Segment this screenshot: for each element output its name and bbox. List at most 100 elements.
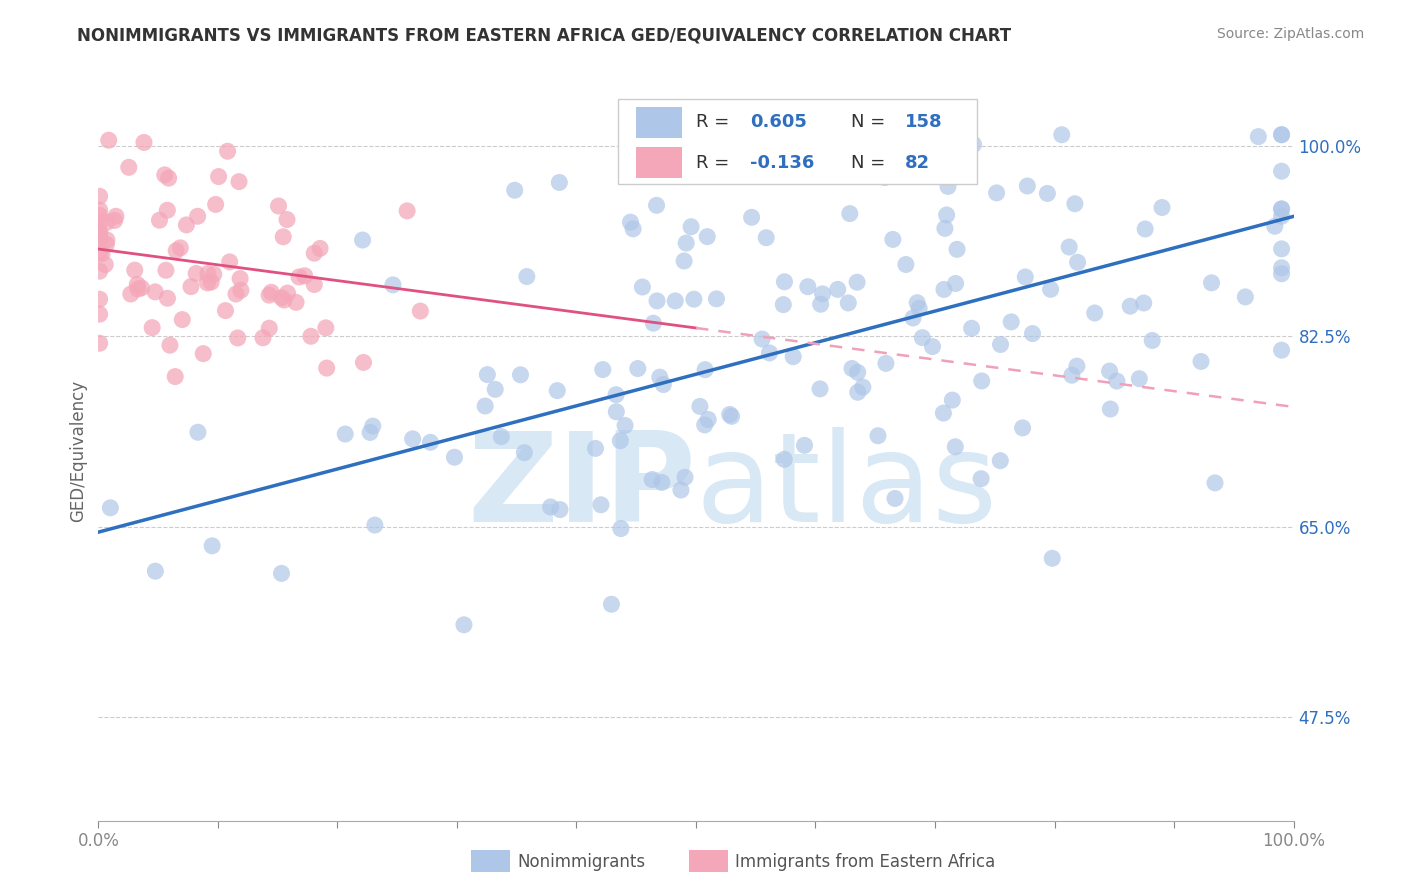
Point	[89, 264, 111, 278]
Point	[755, 230, 778, 244]
Point	[484, 382, 506, 396]
Point	[873, 170, 896, 185]
Point	[988, 453, 1011, 467]
Point	[89, 246, 111, 260]
Text: R =: R =	[696, 153, 735, 171]
Point	[257, 288, 280, 302]
Point	[614, 418, 637, 433]
FancyBboxPatch shape	[637, 107, 682, 137]
Text: Source: ZipAtlas.com: Source: ZipAtlas.com	[1216, 27, 1364, 41]
Point	[901, 310, 924, 325]
Point	[97, 133, 120, 147]
Point	[758, 346, 780, 360]
Point	[260, 285, 283, 300]
Point	[1264, 219, 1286, 234]
Point	[202, 267, 225, 281]
Point	[875, 356, 897, 370]
Point	[941, 393, 963, 408]
Point	[1039, 282, 1062, 296]
Point	[664, 293, 686, 308]
Point	[516, 269, 538, 284]
Point	[943, 440, 966, 454]
Point	[96, 237, 118, 252]
Point	[259, 321, 281, 335]
Text: N =: N =	[852, 153, 891, 171]
Point	[548, 176, 571, 190]
Point	[838, 206, 860, 220]
Point	[782, 350, 804, 364]
Point	[837, 296, 859, 310]
Point	[96, 233, 118, 247]
Point	[1063, 196, 1085, 211]
Point	[772, 298, 794, 312]
Point	[605, 405, 627, 419]
Point	[270, 291, 292, 305]
Point	[214, 303, 236, 318]
Point	[156, 203, 179, 218]
Point	[1036, 186, 1059, 201]
Point	[935, 208, 957, 222]
Point	[894, 258, 917, 272]
Text: NONIMMIGRANTS VS IMMIGRANTS FROM EASTERN AFRICA GED/EQUIVALENCY CORRELATION CHAR: NONIMMIGRANTS VS IMMIGRANTS FROM EASTERN…	[77, 27, 1011, 45]
Point	[720, 409, 742, 424]
Point	[1014, 270, 1036, 285]
Point	[675, 235, 697, 250]
Point	[1132, 296, 1154, 310]
Point	[600, 597, 623, 611]
Point	[1057, 240, 1080, 254]
Point	[91, 246, 114, 260]
Point	[217, 145, 239, 159]
Point	[718, 408, 741, 422]
Point	[846, 155, 869, 169]
Point	[172, 312, 194, 326]
Point	[986, 186, 1008, 200]
Point	[1066, 255, 1088, 269]
Point	[225, 287, 247, 301]
Point	[962, 137, 984, 152]
Point	[96, 215, 118, 229]
Text: ZIP: ZIP	[467, 427, 696, 548]
Point	[1133, 222, 1156, 236]
Point	[193, 346, 215, 360]
Point	[934, 221, 956, 235]
Point	[276, 212, 298, 227]
Point	[905, 295, 928, 310]
Point	[335, 427, 357, 442]
Point	[681, 219, 703, 234]
Point	[204, 197, 226, 211]
Text: Immigrants from Eastern Africa: Immigrants from Eastern Africa	[735, 853, 995, 871]
Point	[627, 361, 650, 376]
Point	[540, 500, 562, 514]
Point	[811, 286, 834, 301]
Point	[938, 128, 960, 142]
Point	[288, 270, 311, 285]
Point	[1011, 421, 1033, 435]
Point	[509, 368, 531, 382]
Point	[226, 331, 249, 345]
Point	[841, 361, 863, 376]
Point	[683, 292, 706, 306]
Point	[1271, 128, 1294, 142]
Point	[364, 518, 387, 533]
Point	[148, 213, 170, 227]
Point	[797, 279, 820, 293]
Point	[693, 417, 716, 432]
Point	[1060, 368, 1083, 383]
Point	[299, 329, 322, 343]
Point	[89, 202, 111, 217]
Point	[619, 215, 641, 229]
Point	[773, 275, 796, 289]
Point	[585, 442, 607, 456]
Point	[94, 258, 117, 272]
Point	[401, 432, 423, 446]
Point	[990, 337, 1012, 351]
Point	[936, 179, 959, 194]
Point	[1271, 343, 1294, 358]
Point	[309, 241, 332, 255]
Point	[143, 564, 166, 578]
Point	[932, 406, 955, 420]
Point	[945, 277, 967, 291]
Point	[696, 229, 718, 244]
Point	[921, 340, 943, 354]
Point	[184, 267, 207, 281]
